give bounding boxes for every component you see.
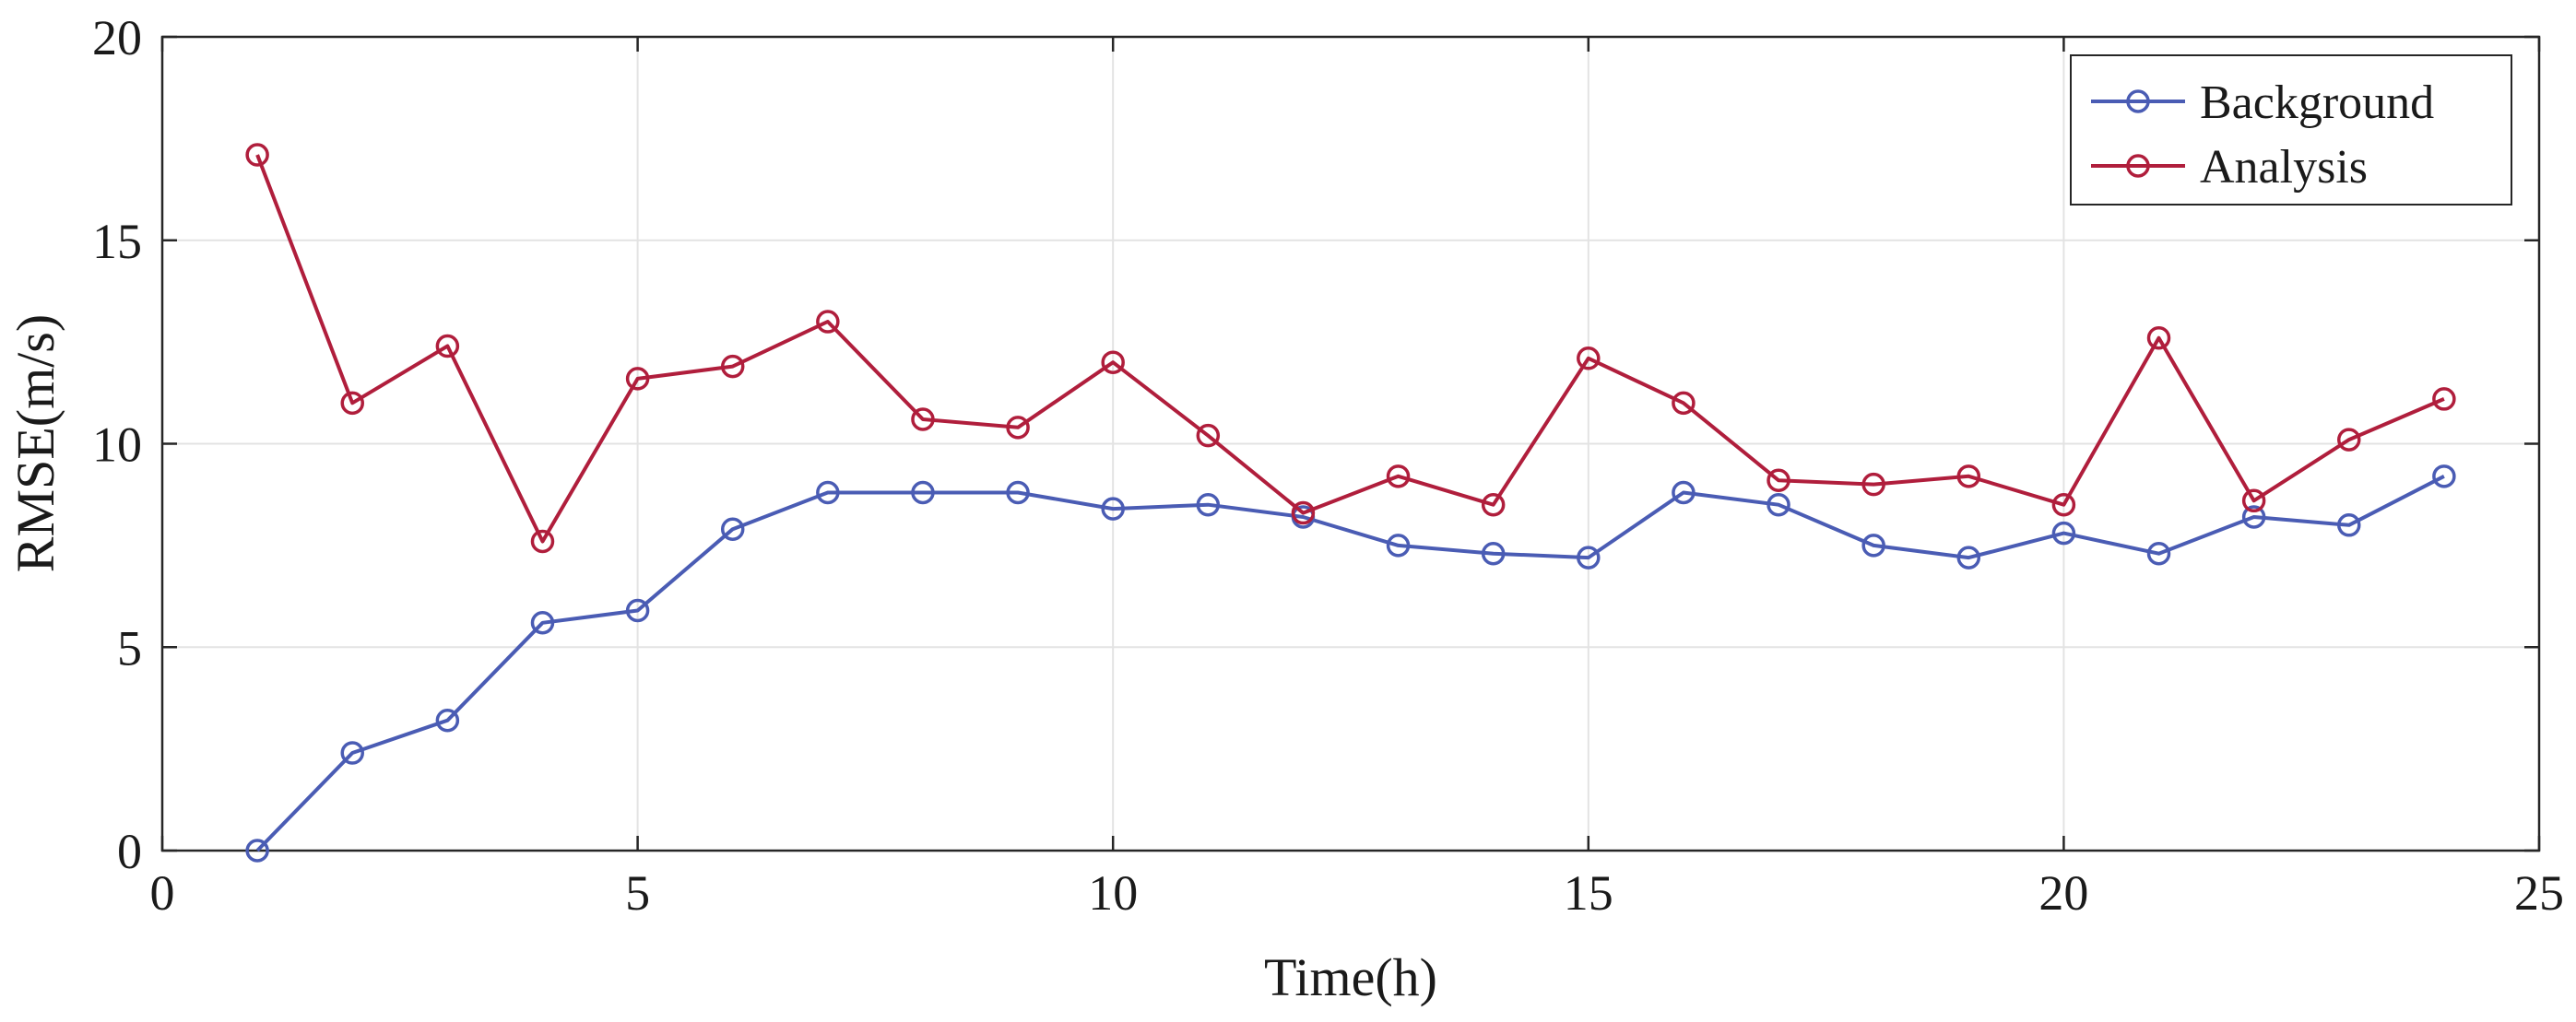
x-tick-label: 0 xyxy=(150,865,175,921)
data-point-analysis xyxy=(1481,492,1506,517)
data-point-background xyxy=(245,839,269,863)
data-point-analysis xyxy=(1577,347,1601,370)
data-point-background xyxy=(2146,541,2171,566)
data-point-analysis xyxy=(1767,468,1790,492)
data-point-background xyxy=(2241,505,2266,529)
y-tick-label: 5 xyxy=(117,620,142,675)
data-point-background xyxy=(1861,534,1885,558)
x-tick-label: 20 xyxy=(2038,865,2088,921)
x-tick-label: 25 xyxy=(2514,865,2564,921)
data-point-background xyxy=(1577,546,1601,570)
legend-box xyxy=(2070,54,2512,206)
data-point-background xyxy=(1006,480,1030,505)
y-tick-label: 10 xyxy=(92,417,142,473)
legend-entries: Background Analysis xyxy=(2091,76,2434,194)
data-point-analysis xyxy=(1386,464,1411,488)
data-point-analysis xyxy=(1196,423,1221,448)
data-point-analysis xyxy=(245,143,269,167)
series-background xyxy=(245,464,2456,863)
axis-ticks: 0 5 10 15 20 25 0 5 10 15 20 xyxy=(92,10,2564,921)
x-axis-label: Time(h) xyxy=(1264,947,1437,1007)
data-point-background xyxy=(2337,513,2361,537)
data-point-analysis xyxy=(911,407,935,431)
series-analysis xyxy=(245,143,2456,554)
x-tick-label: 10 xyxy=(1088,865,1138,921)
data-point-analysis xyxy=(435,334,460,358)
data-point-analysis xyxy=(720,354,745,379)
data-point-analysis xyxy=(2146,325,2171,350)
data-point-background xyxy=(1196,492,1221,517)
y-tick-label: 20 xyxy=(92,10,142,65)
data-point-background xyxy=(816,480,840,505)
data-point-analysis xyxy=(2337,428,2361,452)
y-tick-label: 0 xyxy=(117,824,142,879)
data-point-analysis xyxy=(816,310,840,334)
data-point-analysis xyxy=(1672,391,1696,416)
data-point-background xyxy=(435,708,460,733)
data-point-background xyxy=(1101,497,1125,521)
y-axis-label: RMSE(m/s) xyxy=(6,314,65,572)
data-point-analysis xyxy=(625,367,650,391)
data-point-analysis xyxy=(2241,488,2266,513)
data-point-background xyxy=(625,598,650,623)
data-point-analysis xyxy=(1291,500,1316,525)
data-point-analysis xyxy=(340,391,364,416)
y-tick-label: 15 xyxy=(92,214,142,269)
data-point-background xyxy=(1386,534,1411,558)
data-point-analysis xyxy=(1101,350,1125,374)
series-line-background xyxy=(255,475,2445,852)
series-layer xyxy=(245,143,2456,863)
series-line-analysis xyxy=(255,154,2445,544)
data-point-background xyxy=(340,741,364,765)
data-point-background xyxy=(720,517,745,541)
data-point-analysis xyxy=(530,529,555,554)
data-point-background xyxy=(2051,521,2076,546)
data-point-background xyxy=(2432,464,2456,488)
x-tick-label: 15 xyxy=(1564,865,1613,921)
legend-label-background: Background xyxy=(2200,76,2434,129)
x-tick-label: 5 xyxy=(625,865,650,921)
data-point-background xyxy=(1481,541,1506,566)
legend: Background Analysis xyxy=(2070,54,2512,206)
data-point-background xyxy=(530,611,555,635)
data-point-background xyxy=(1672,480,1696,505)
data-point-background xyxy=(1956,546,1981,570)
data-point-analysis xyxy=(2432,387,2456,411)
legend-marker-analysis xyxy=(2126,154,2150,178)
data-point-analysis xyxy=(1861,472,1885,497)
legend-marker-background xyxy=(2126,89,2150,113)
data-point-analysis xyxy=(2051,492,2076,517)
data-point-analysis xyxy=(1006,416,1030,440)
data-point-analysis xyxy=(1956,464,1981,488)
legend-label-analysis: Analysis xyxy=(2200,141,2368,194)
data-point-background xyxy=(1767,492,1790,517)
data-point-background xyxy=(911,480,935,505)
